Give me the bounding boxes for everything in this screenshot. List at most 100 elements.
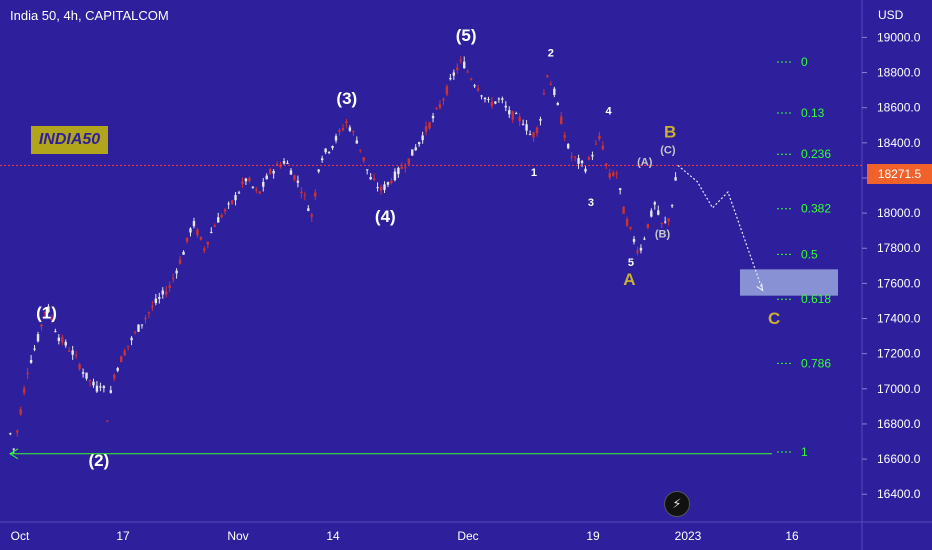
candle-body [102,386,106,389]
candle-body [99,386,102,388]
candle-body [95,385,99,392]
candle-body [9,433,12,435]
candle-body [667,218,670,222]
y-tick-label: 16800.0 [877,417,921,431]
candle-body [566,143,570,149]
candle-body [199,236,203,240]
candle-body [40,324,43,327]
logo-glyph: ⚡ [672,496,682,512]
candle-body [497,98,501,100]
candle-body [61,336,64,343]
candle-body [345,121,348,123]
candle-body [320,158,324,161]
candle-body [71,350,74,355]
candle-body [525,124,528,131]
candle-body [643,238,646,240]
candle-body [535,127,539,134]
candle-body [636,250,639,253]
candle-body [532,132,535,138]
candle-body [324,148,327,153]
wave-label: (3) [336,89,357,108]
candle-body [459,59,462,61]
wave-label: A [623,270,635,289]
candle-body [217,217,220,223]
candle-body [542,93,546,95]
wave-label: 3 [588,197,594,209]
candle-body [657,210,660,215]
candle-body [262,181,265,187]
y-tick-label: 17200.0 [877,347,921,361]
candle-body [411,149,414,156]
candle-body [404,167,407,169]
candle-body [473,85,476,87]
candle-body [494,101,497,104]
candle-body [303,194,307,196]
candle-body [33,348,36,350]
x-tick-label: Dec [457,529,478,543]
wave-label: 4 [606,106,613,118]
candle-body [521,123,525,125]
candle-body [594,143,598,145]
y-tick-label: 18000.0 [877,206,921,220]
candle-body [560,116,563,125]
candle-body [452,72,456,76]
candle-body [178,259,182,264]
candle-body [165,291,168,295]
candle-body [386,182,390,185]
candle-body [268,168,272,174]
candle-body [553,88,556,95]
fib-level-label: 0.618 [801,292,831,306]
candle-body [314,192,317,197]
y-tick-label: 19000.0 [877,30,921,44]
candle-body [175,270,178,274]
candle-body [632,238,636,242]
candle-body [501,98,504,100]
wave-label: 1 [531,167,537,179]
candle-body [653,202,656,205]
candle-body [480,95,483,97]
candle-body [265,175,268,180]
candle-body [50,318,54,321]
candle-body [189,228,192,233]
candle-body [372,178,376,180]
symbol-badge: INDIA50 [31,126,108,154]
candle-body [508,110,511,115]
candle-body [147,312,151,314]
chart-title: India 50, 4h, CAPITALCOM [10,8,169,23]
y-tick-label: 17400.0 [877,312,921,326]
candle-body [300,191,303,194]
candle-body [618,188,622,190]
candle-body [546,75,549,77]
candle-body [518,116,521,122]
candle-body [140,324,144,326]
candle-body [456,67,459,71]
candle-body [74,354,78,356]
candle-body [106,420,109,422]
candle-body [123,350,126,356]
x-tick-label: Nov [227,529,248,543]
currency-label: USD [878,8,904,22]
fib-level-label: 0 [801,55,808,69]
candle-body [449,77,452,80]
candle-body [663,221,667,223]
candle-body [442,99,445,101]
candle-body [674,177,677,181]
candle-body [36,334,40,342]
candle-body [12,448,15,450]
candle-body [393,171,397,181]
candle-body [445,86,449,95]
x-tick-label: 19 [586,529,600,543]
candle-body [338,129,341,132]
wave-label: C [768,309,780,328]
candle-body [469,78,473,80]
candle-body [612,172,615,176]
fib-level-label: 0.786 [801,356,831,370]
wave-label: 2 [548,48,554,60]
candle-body [608,173,611,178]
candle-body [366,169,369,171]
candle-body [248,178,251,182]
lightning-icon[interactable]: ⚡ [664,491,690,517]
candle-body [639,247,643,251]
x-tick-label: 16 [785,529,799,543]
